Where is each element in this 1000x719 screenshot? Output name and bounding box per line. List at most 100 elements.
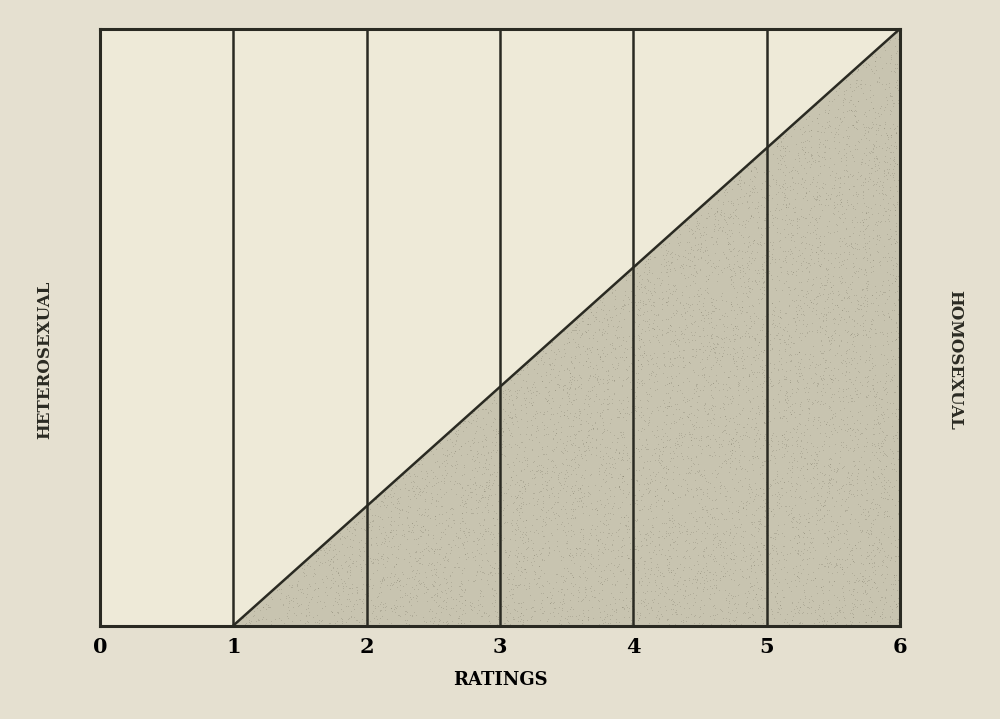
- Point: [237, 610, 253, 621]
- Point: [770, 364, 786, 375]
- Point: [656, 494, 672, 505]
- Point: [664, 257, 680, 268]
- Point: [639, 268, 655, 280]
- Point: [682, 587, 698, 599]
- Point: [660, 483, 676, 495]
- Point: [295, 587, 311, 598]
- Point: [501, 390, 517, 402]
- Point: [363, 532, 379, 544]
- Point: [642, 285, 658, 297]
- Point: [489, 607, 505, 618]
- Point: [667, 606, 683, 618]
- Point: [480, 610, 496, 622]
- Point: [566, 485, 582, 497]
- Point: [876, 41, 892, 52]
- Point: [584, 384, 600, 395]
- Point: [858, 552, 874, 564]
- Point: [875, 437, 891, 449]
- Point: [605, 342, 621, 354]
- Point: [862, 348, 878, 360]
- Point: [799, 285, 815, 297]
- Point: [713, 536, 729, 548]
- Point: [749, 541, 765, 552]
- Point: [549, 408, 565, 419]
- Point: [809, 386, 825, 398]
- Point: [633, 401, 649, 413]
- Point: [841, 472, 857, 483]
- Point: [472, 587, 488, 599]
- Point: [772, 595, 788, 606]
- Point: [722, 539, 738, 551]
- Point: [742, 582, 758, 593]
- Point: [334, 615, 350, 626]
- Point: [764, 342, 780, 354]
- Point: [804, 510, 820, 522]
- Point: [773, 312, 789, 324]
- Point: [858, 213, 874, 224]
- Point: [358, 580, 374, 591]
- Point: [721, 587, 737, 599]
- Point: [850, 328, 866, 339]
- Point: [690, 369, 706, 380]
- Point: [453, 583, 469, 595]
- Point: [877, 431, 893, 443]
- Point: [875, 554, 891, 566]
- Point: [666, 262, 682, 274]
- Point: [764, 210, 780, 221]
- Point: [328, 565, 344, 577]
- Point: [735, 232, 751, 243]
- Point: [525, 487, 541, 498]
- Point: [802, 359, 818, 370]
- Point: [820, 291, 836, 303]
- Point: [754, 605, 770, 617]
- Point: [867, 396, 883, 408]
- Point: [528, 513, 544, 525]
- Point: [829, 591, 845, 603]
- Point: [627, 400, 643, 412]
- Point: [689, 538, 705, 549]
- Point: [835, 96, 851, 107]
- Point: [835, 518, 851, 530]
- Point: [559, 363, 575, 375]
- Point: [461, 416, 477, 427]
- Point: [818, 193, 834, 204]
- Point: [762, 548, 778, 559]
- Point: [481, 489, 497, 500]
- Point: [875, 360, 891, 371]
- Point: [834, 295, 850, 306]
- Point: [836, 460, 852, 472]
- Point: [720, 372, 736, 383]
- Point: [631, 283, 647, 295]
- Point: [625, 287, 641, 298]
- Point: [398, 605, 414, 616]
- Point: [833, 193, 849, 205]
- Point: [879, 620, 895, 631]
- Point: [622, 376, 638, 388]
- Point: [823, 425, 839, 436]
- Point: [791, 221, 807, 233]
- Point: [866, 155, 882, 167]
- Point: [821, 335, 837, 347]
- Point: [569, 449, 585, 461]
- Point: [523, 429, 539, 440]
- Point: [432, 533, 448, 545]
- Point: [718, 252, 734, 263]
- Point: [660, 485, 676, 496]
- Point: [502, 373, 518, 385]
- Point: [791, 155, 807, 166]
- Point: [651, 450, 667, 462]
- Point: [644, 425, 660, 436]
- Point: [879, 142, 895, 153]
- Point: [833, 196, 849, 208]
- Point: [420, 503, 436, 515]
- Point: [325, 577, 341, 589]
- Point: [397, 587, 413, 598]
- Point: [787, 165, 803, 176]
- Point: [540, 504, 556, 516]
- Point: [824, 389, 840, 400]
- Point: [471, 517, 487, 528]
- Point: [640, 513, 656, 525]
- Point: [754, 177, 770, 188]
- Point: [468, 416, 484, 427]
- Point: [477, 403, 493, 415]
